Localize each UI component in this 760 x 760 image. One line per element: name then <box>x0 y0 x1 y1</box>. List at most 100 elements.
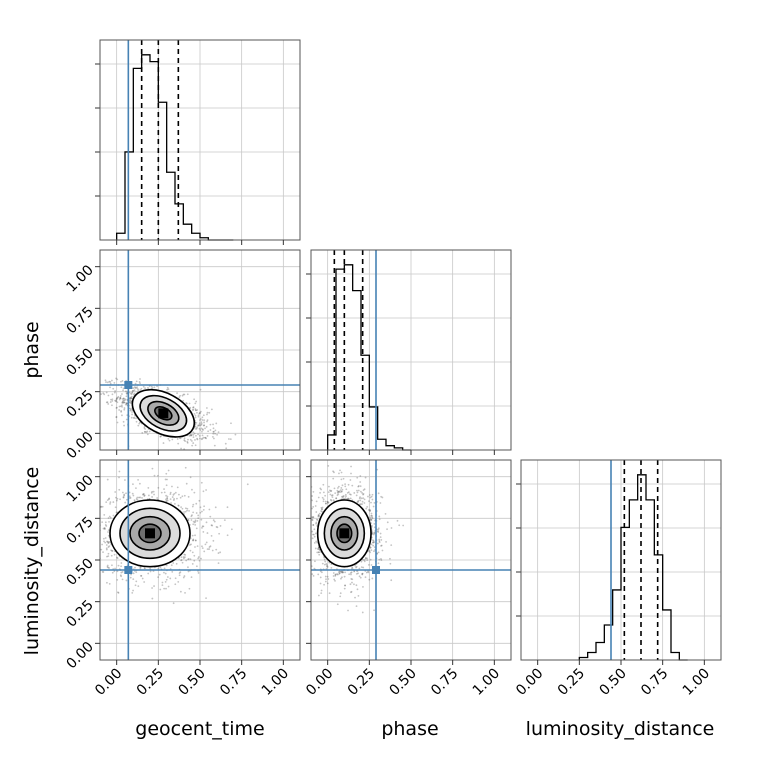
sample-point <box>139 496 142 499</box>
sample-point <box>164 572 167 575</box>
sample-point <box>359 496 361 499</box>
sample-point <box>344 571 347 574</box>
sample-point <box>315 522 317 525</box>
sample-point <box>190 543 192 546</box>
sample-point <box>196 438 199 441</box>
sample-point <box>209 545 212 548</box>
sample-point <box>151 467 154 470</box>
sample-point <box>188 402 191 405</box>
sample-point <box>198 424 201 426</box>
sample-point <box>121 414 123 417</box>
sample-point <box>365 507 368 510</box>
sample-point <box>324 580 327 583</box>
sample-point <box>165 498 167 501</box>
sample-point <box>148 430 151 433</box>
sample-point <box>373 523 376 525</box>
sample-point <box>175 562 178 565</box>
sample-point <box>174 502 176 505</box>
sample-point <box>173 492 176 495</box>
sample-point <box>141 496 143 499</box>
sample-point <box>116 421 119 424</box>
sample-point <box>102 551 104 553</box>
sample-point <box>361 611 364 614</box>
hist-bin <box>167 172 175 240</box>
sample-point <box>326 575 329 578</box>
sample-point <box>104 541 107 544</box>
sample-point <box>134 382 137 385</box>
sample-point <box>213 430 215 433</box>
sample-point <box>135 487 137 490</box>
sample-point <box>359 485 362 488</box>
sample-point <box>246 483 249 486</box>
sample-point <box>121 398 124 400</box>
sample-point <box>357 572 359 575</box>
sample-point <box>327 491 330 494</box>
sample-point <box>196 409 199 411</box>
panel-phase-phase <box>306 249 512 451</box>
sample-point <box>313 535 316 538</box>
sample-point <box>356 489 358 492</box>
sample-point <box>186 441 189 444</box>
sample-point <box>183 494 186 497</box>
sample-point <box>339 469 341 472</box>
sample-point <box>189 476 192 479</box>
sample-point <box>105 544 108 546</box>
sample-point <box>340 570 343 573</box>
sample-point <box>380 539 383 541</box>
sample-point <box>192 431 195 434</box>
sample-point <box>122 387 125 390</box>
hist-bin <box>133 68 141 240</box>
sample-point <box>166 497 169 499</box>
sample-point <box>340 471 343 474</box>
sample-point <box>199 388 202 391</box>
sample-point <box>339 489 342 492</box>
sample-point <box>173 498 176 500</box>
sample-point <box>126 392 128 395</box>
sample-point <box>311 499 313 502</box>
sample-point <box>133 499 136 502</box>
sample-point <box>329 498 332 501</box>
hist-bin <box>613 590 621 660</box>
sample-point <box>201 428 204 431</box>
sample-point <box>118 476 120 479</box>
sample-point <box>230 422 232 425</box>
density-peak-cell <box>339 528 350 539</box>
sample-point <box>213 520 216 523</box>
sample-point <box>133 392 136 395</box>
sample-point <box>187 557 190 560</box>
sample-point <box>340 487 343 489</box>
sample-point <box>341 576 343 579</box>
sample-point <box>326 582 329 585</box>
sample-point <box>313 528 316 531</box>
sample-point <box>110 549 113 552</box>
sample-point <box>201 547 204 550</box>
sample-point <box>373 541 376 544</box>
sample-point <box>146 433 149 436</box>
sample-point <box>151 490 154 493</box>
sample-point <box>120 380 122 383</box>
sample-point <box>180 447 182 450</box>
sample-point <box>108 545 111 548</box>
sample-point <box>149 570 152 573</box>
sample-point <box>153 386 156 389</box>
sample-point <box>109 502 111 505</box>
sample-point <box>369 509 372 512</box>
sample-point <box>341 496 344 499</box>
sample-point <box>336 603 339 606</box>
sample-point <box>164 478 167 481</box>
sample-point <box>133 389 136 392</box>
sample-point <box>119 574 122 577</box>
sample-point <box>377 492 380 495</box>
sample-point <box>125 498 128 501</box>
sample-point <box>336 573 338 575</box>
sample-point <box>171 485 173 488</box>
sample-point <box>163 567 166 570</box>
sample-point <box>194 546 196 548</box>
sample-point <box>144 428 147 430</box>
sample-point <box>189 549 192 552</box>
sample-point <box>217 431 220 434</box>
sample-point <box>202 490 205 493</box>
sample-point <box>199 429 202 431</box>
sample-point <box>319 487 322 490</box>
sample-point <box>190 434 193 437</box>
